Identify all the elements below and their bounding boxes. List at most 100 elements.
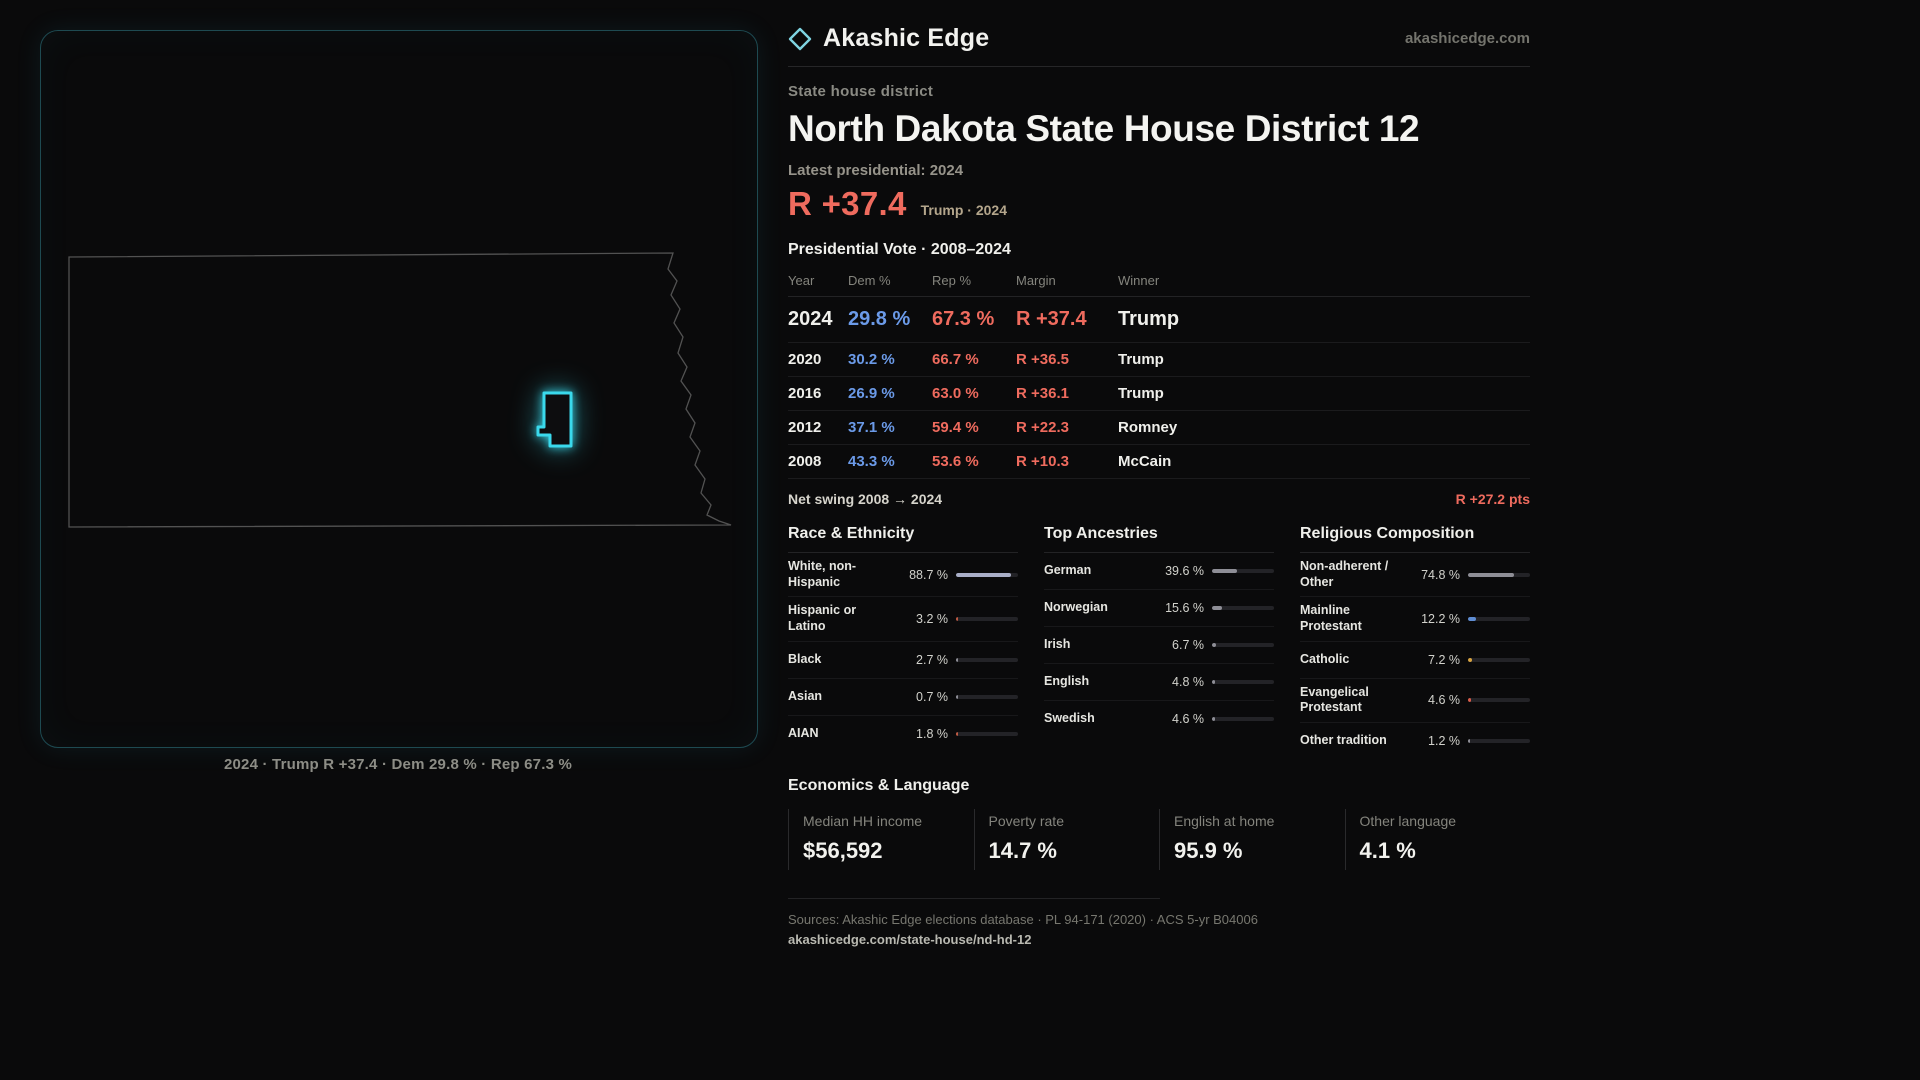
vote-table-title: Presidential Vote · 2008–2024 — [788, 241, 1011, 258]
demo-value: 6.7 % — [1172, 638, 1204, 652]
brand: Akashic Edge — [788, 24, 989, 53]
stat-label: Poverty rate — [988, 812, 1064, 829]
cell-rep: 59.4 % — [932, 419, 979, 436]
cell-rep: 67.3 % — [932, 308, 995, 330]
cell-margin: R +10.3 — [1016, 453, 1069, 470]
state-outline — [68, 252, 732, 528]
cell-dem: 29.8 % — [848, 308, 911, 330]
cell-winner: Romney — [1118, 419, 1178, 436]
footer: Sources: Akashic Edge elections database… — [788, 897, 1530, 949]
demo-bar — [1212, 717, 1274, 721]
demo-row: English 4.8 % — [1044, 664, 1274, 701]
map-panel — [40, 30, 758, 748]
demo-label: Irish — [1044, 637, 1071, 652]
demo-value: 1.2 % — [1428, 733, 1460, 748]
brand-name: Akashic Edge — [823, 24, 990, 52]
cell-rep: 53.6 % — [932, 453, 979, 470]
district-12-shape[interactable] — [536, 391, 573, 448]
report-panel: Akashic Edge akashicedge.com State house… — [788, 24, 1530, 949]
demo-value: 88.7 % — [909, 567, 948, 582]
demo-bar — [1468, 572, 1530, 577]
demo-bar — [1468, 738, 1530, 743]
cell-dem: 30.2 % — [848, 351, 895, 368]
net-swing-value: R +27.2 pts — [1455, 491, 1530, 507]
demo-bar — [1468, 698, 1530, 703]
cell-margin: R +36.5 — [1016, 351, 1069, 368]
demo-label: Non-adherent / Other — [1300, 559, 1389, 589]
diamond-logo-icon — [788, 27, 812, 51]
cell-year: 2008 — [788, 453, 822, 470]
demo-label: Hispanic or Latino — [788, 603, 857, 633]
stat-value: $56,592 — [803, 837, 883, 863]
demo-value: 0.7 % — [916, 689, 948, 704]
demo-label: Catholic — [1300, 651, 1350, 666]
demo-row: Swedish 4.6 % — [1044, 701, 1274, 737]
ancestries-column: Top Ancestries German 39.6 % Norwegian 1… — [1044, 525, 1274, 759]
col-dem: Dem % — [848, 273, 891, 288]
demo-label: Swedish — [1044, 711, 1095, 726]
religion-title: Religious Composition — [1300, 525, 1530, 553]
latest-presidential-label: Latest presidential: 2024 — [788, 162, 964, 179]
cell-dem: 43.3 % — [848, 453, 895, 470]
demo-value: 4.6 % — [1172, 712, 1204, 726]
demo-bar — [1212, 606, 1274, 610]
table-row-2012: 2012 37.1 % 59.4 % R +22.3 Romney — [788, 411, 1530, 445]
demographics-section: Race & Ethnicity White, non-Hispanic 88.… — [788, 525, 1530, 759]
table-row-2016: 2016 26.9 % 63.0 % R +36.1 Trump — [788, 377, 1530, 411]
vote-table-header: Year Dem % Rep % Margin Winner — [788, 267, 1530, 297]
site-link[interactable]: akashicedge.com — [1404, 30, 1530, 47]
cell-winner: McCain — [1118, 453, 1172, 470]
demo-value: 1.8 % — [916, 726, 948, 741]
demo-value: 15.6 % — [1165, 601, 1204, 615]
demo-bar — [956, 657, 1018, 662]
race-ethnicity-column: Race & Ethnicity White, non-Hispanic 88.… — [788, 525, 1018, 759]
cell-year: 2012 — [788, 419, 822, 436]
demo-label: Asian — [788, 688, 823, 703]
demo-label: Norwegian — [1044, 600, 1108, 615]
demo-bar — [1212, 680, 1274, 684]
cell-year: 2020 — [788, 351, 822, 368]
stat-label: Median HH income — [803, 812, 923, 829]
demo-row: White, non-Hispanic 88.7 % — [788, 553, 1018, 598]
demo-row: Black 2.7 % — [788, 642, 1018, 679]
demo-row: Norwegian 15.6 % — [1044, 590, 1274, 627]
headline-margin: R +37.4 — [788, 185, 907, 222]
demo-row: Mainline Protestant 12.2 % — [1300, 597, 1530, 642]
col-rep: Rep % — [932, 273, 972, 288]
demo-bar — [956, 731, 1018, 736]
demo-label: Other tradition — [1300, 732, 1387, 747]
demo-value: 39.6 % — [1165, 564, 1204, 578]
headline-margin-row: R +37.4 Trump · 2024 — [788, 185, 1530, 223]
demo-value: 4.8 % — [1172, 675, 1204, 689]
col-margin: Margin — [1016, 273, 1056, 288]
cell-margin: R +22.3 — [1016, 419, 1069, 436]
demo-bar — [1212, 569, 1274, 573]
demo-value: 3.2 % — [916, 611, 948, 626]
demo-label: Evangelical Protestant — [1300, 684, 1369, 715]
demo-row: Hispanic or Latino 3.2 % — [788, 597, 1018, 642]
demo-bar — [956, 572, 1018, 577]
net-swing-label: Net swing 2008 → 2024 — [788, 491, 943, 507]
demo-bar — [956, 616, 1018, 621]
table-row-2020: 2020 30.2 % 66.7 % R +36.5 Trump — [788, 343, 1530, 377]
demo-label: Mainline Protestant — [1300, 603, 1362, 633]
demo-bar — [1468, 616, 1530, 621]
stat-median-hh-income: Median HH income $56,592 — [788, 808, 974, 870]
cell-year: 2024 — [788, 308, 833, 330]
race-ethnicity-title: Race & Ethnicity — [788, 525, 1018, 553]
religion-column: Religious Composition Non-adherent / Oth… — [1300, 525, 1530, 759]
map-caption: 2024 · Trump R +37.4 · Dem 29.8 % · Rep … — [223, 756, 573, 773]
demo-label: White, non-Hispanic — [788, 559, 857, 589]
demo-value: 4.6 % — [1428, 693, 1460, 708]
demo-row: Irish 6.7 % — [1044, 627, 1274, 664]
stat-poverty-rate: Poverty rate 14.7 % — [973, 808, 1160, 870]
north-dakota-map — [68, 252, 732, 528]
economics-title: Economics & Language — [788, 776, 970, 794]
demo-row: Asian 0.7 % — [788, 679, 1018, 716]
cell-margin: R +36.1 — [1016, 385, 1069, 402]
demo-row: Evangelical Protestant 4.6 % — [1300, 679, 1530, 723]
cell-year: 2016 — [788, 385, 822, 402]
headline-context: Trump · 2024 — [920, 202, 1007, 218]
permalink[interactable]: akashicedge.com/state-house/nd-hd-12 — [788, 931, 1032, 947]
demo-value: 74.8 % — [1421, 567, 1460, 582]
